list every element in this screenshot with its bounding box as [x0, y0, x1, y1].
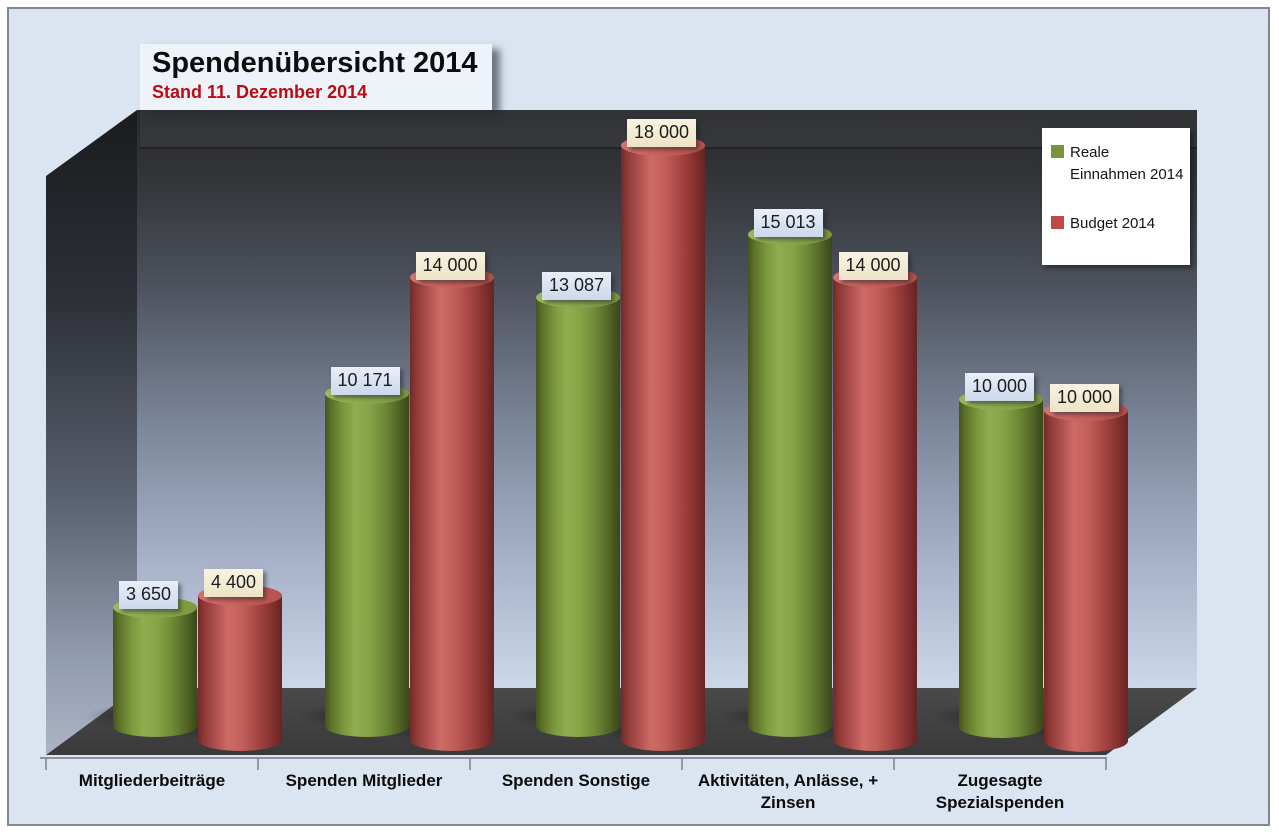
- legend-item-budget[interactable]: Budget 2014: [1051, 213, 1184, 235]
- floor: [46, 688, 1197, 755]
- category-axis-ticks: [45, 758, 1107, 770]
- chart-subtitle: Stand 11. Dezember 2014: [152, 82, 368, 103]
- legend-label: Reale Einnahmen 2014: [1070, 144, 1184, 183]
- legend-item-reale-einnahmen[interactable]: Reale Einnahmen 2014: [1051, 142, 1184, 186]
- legend-label: Budget 2014: [1070, 214, 1156, 232]
- chart-title: Spendenübersicht 2014: [152, 47, 478, 79]
- legend[interactable]: Reale Einnahmen 2014 Budget 2014: [1042, 128, 1190, 265]
- side-wall: [46, 110, 137, 755]
- legend-swatch-green-icon: [1051, 145, 1064, 158]
- wall-top-band: [140, 110, 1197, 147]
- legend-swatch-red-icon: [1051, 215, 1064, 229]
- back-wall: [137, 110, 1197, 688]
- chart-title-card[interactable]: Spendenübersicht 2014 Stand 11. Dezember…: [140, 44, 492, 111]
